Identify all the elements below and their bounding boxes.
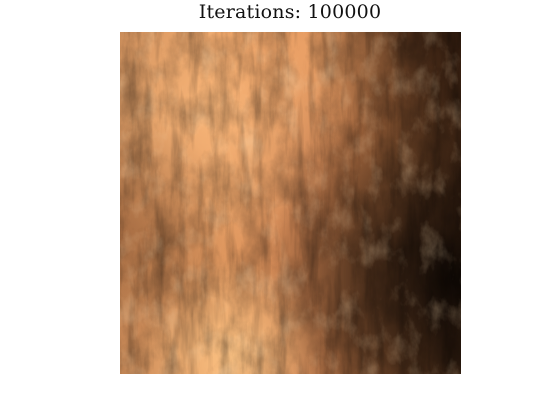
terrain-image [120, 32, 461, 374]
figure-title: Iterations: 100000 [198, 1, 382, 23]
